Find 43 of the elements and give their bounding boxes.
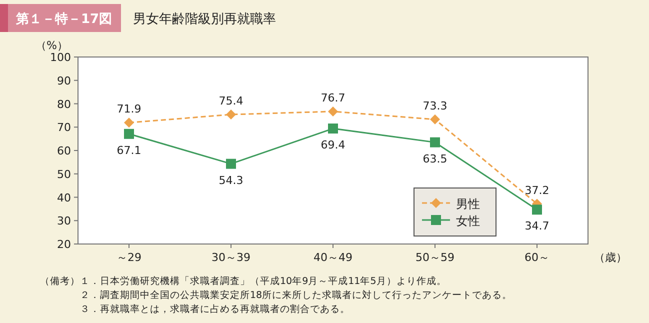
y-tick-label: 100 [50,51,71,64]
text: １．日本労働研究機構「求職者調査」（平成10年9月～平成11年5月）より作成。 [80,275,446,287]
text: ２．調査期間中全国の公共職業安定所18所に来所した求職者に対して行ったアンケートである。 [80,289,512,301]
data-label: 71.9 [116,102,142,116]
y-tick-label: 30 [57,214,71,228]
data-label: 67.1 [116,144,142,157]
text: ３．再就職率とは，求職者に占める再就職者の割合である。 [80,303,350,315]
data-label: 73.3 [422,99,448,112]
point [226,158,236,169]
legend-label: 女性 [456,214,480,228]
data-label: 69.4 [320,138,346,152]
data-label: 34.7 [524,220,550,233]
x-tick-label: 60～ [524,251,550,264]
chart-title: 男女年齢階級別再就職率 [133,11,276,27]
y-tick-label: 70 [57,121,71,134]
y-tick-label: 90 [57,74,71,88]
x-tick-label: 40～49 [314,251,352,264]
x-tick-label: 50～59 [416,251,454,264]
point [124,128,134,139]
chart-subtitle: 第１－特－17図 [14,12,112,27]
point [430,137,440,148]
point [430,114,440,124]
y-axis-title: （%） [36,39,68,52]
y-tick-label: 50 [57,168,71,181]
data-label: 54.3 [218,174,244,187]
x-tick-label: 30～39 [212,251,250,264]
point [532,204,542,215]
point [124,118,134,128]
y-tick-label: 20 [57,238,71,251]
y-tick-label: 40 [57,191,71,204]
y-tick-label: 60 [57,144,71,158]
x-axis-title: （歳） [594,251,627,264]
legend-label: 男性 [456,197,480,211]
point [328,124,338,134]
y-tick-label: 80 [57,98,71,111]
point [226,110,236,120]
data-label: 76.7 [320,91,346,104]
data-label: 75.4 [218,94,244,108]
x-tick-label: ～29 [116,251,142,264]
text: （備考） [40,275,80,287]
point [328,106,338,116]
data-label: 63.5 [422,152,448,166]
data-label: 37.2 [524,184,550,197]
